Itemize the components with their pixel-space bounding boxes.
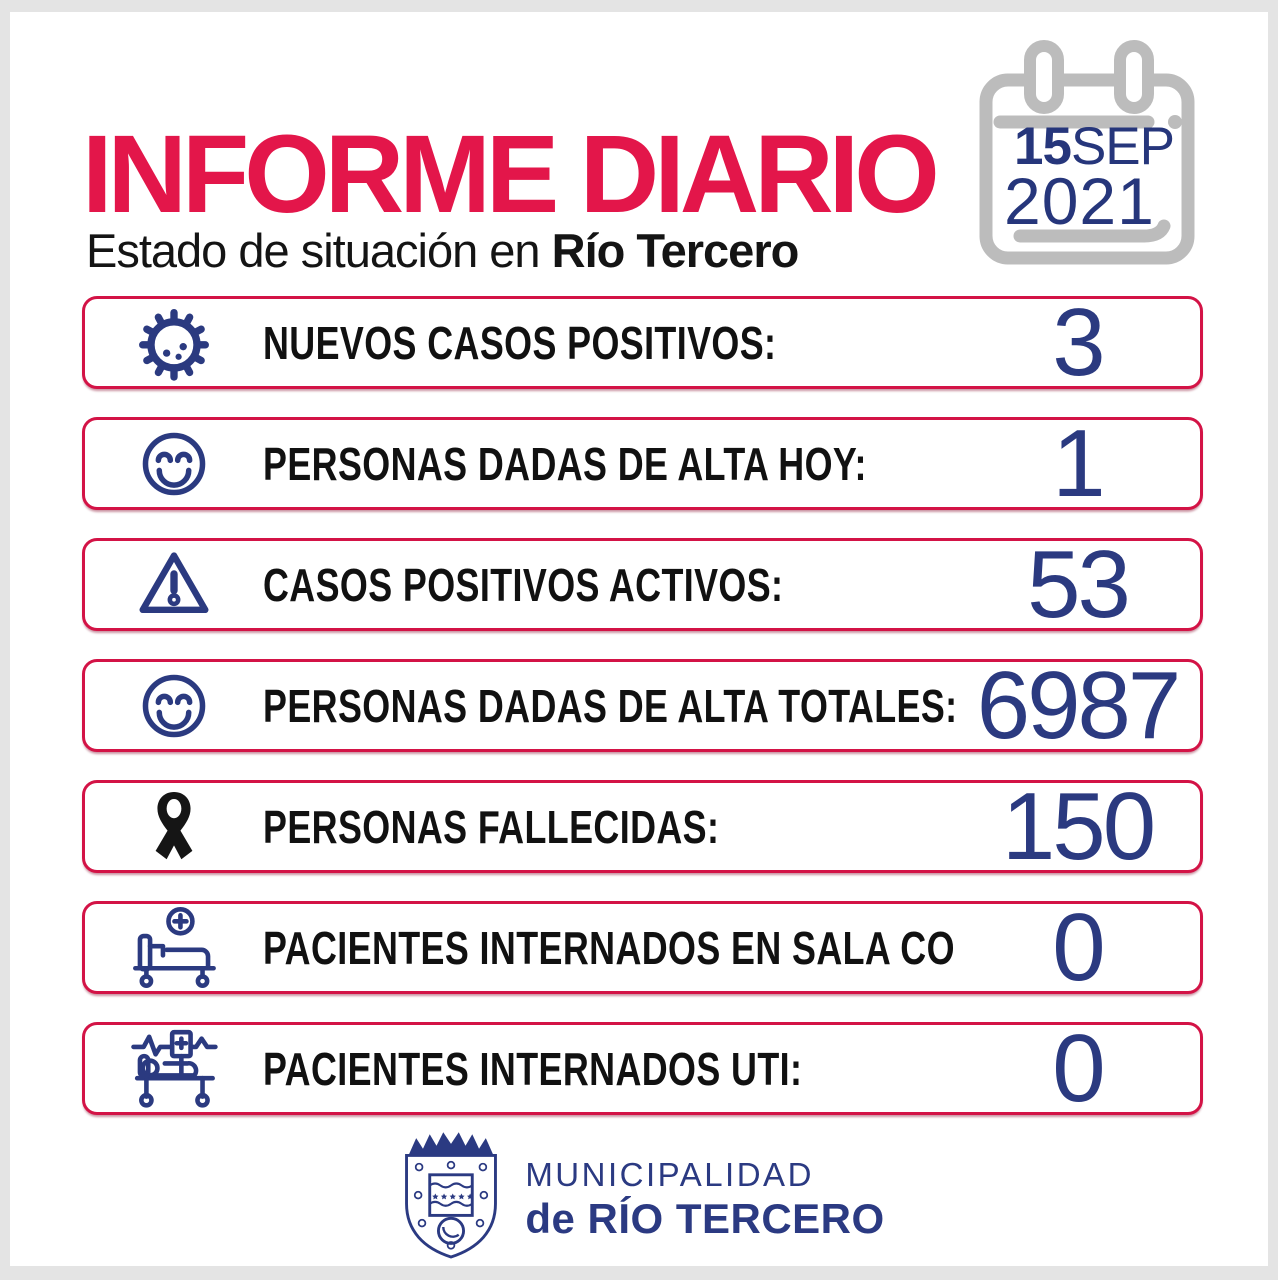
- stat-label: PERSONAS DADAS DE ALTA TOTALES:: [263, 679, 955, 732]
- stat-value: 0: [1052, 1015, 1105, 1122]
- stat-row-altas-totales: PERSONAS DADAS DE ALTA TOTALES: 6987: [82, 652, 1203, 759]
- subtitle-city: Río Tercero: [551, 224, 800, 277]
- warning-icon: [85, 539, 263, 631]
- footer: MUNICIPALIDAD de RÍO TERCERO: [10, 1130, 1268, 1266]
- stat-label: NUEVOS CASOS POSITIVOS:: [263, 316, 777, 369]
- org-line2: de RÍO TERCERO: [525, 1194, 885, 1242]
- stat-value: 53: [1027, 531, 1131, 638]
- stat-value: 3: [1052, 289, 1105, 396]
- subtitle-prefix: Estado de situación en: [86, 224, 552, 277]
- stats-list: NUEVOS CASOS POSITIVOS: 3 PERSONAS DADAS…: [82, 289, 1203, 1122]
- calendar-icon: [979, 40, 1195, 265]
- stat-row-internados-uti: PACIENTES INTERNADOS UTI: 0: [82, 1015, 1203, 1122]
- stat-label: PERSONAS FALLECIDAS:: [263, 800, 720, 853]
- stat-label: PACIENTES INTERNADOS EN SALA COMÚN:: [263, 921, 955, 974]
- stat-value: 6987: [976, 652, 1182, 759]
- municipality-name: MUNICIPALIDAD de RÍO TERCERO: [525, 1154, 884, 1241]
- page-title: INFORME DIARIO: [82, 113, 940, 236]
- hospital-bed-icon: [85, 902, 263, 994]
- mourning-ribbon-icon: [85, 781, 263, 873]
- page-subtitle: Estado de situación en Río Tercero: [86, 224, 800, 278]
- stat-value: 150: [1001, 773, 1156, 880]
- org-line1: MUNICIPALIDAD: [525, 1156, 814, 1194]
- stat-row-altas-hoy: PERSONAS DADAS DE ALTA HOY: 1: [82, 410, 1203, 517]
- icu-bed-icon: [85, 1023, 263, 1115]
- virus-icon: [85, 297, 263, 389]
- smiley-icon: [85, 418, 263, 510]
- date-month: SEP: [1070, 117, 1175, 176]
- stat-value: 0: [1052, 894, 1105, 1001]
- stat-label: CASOS POSITIVOS ACTIVOS:: [263, 558, 784, 611]
- stat-label: PACIENTES INTERNADOS UTI:: [263, 1042, 803, 1095]
- stat-row-casos-activos: CASOS POSITIVOS ACTIVOS: 53: [82, 531, 1203, 638]
- report-canvas: INFORME DIARIO Estado de situación en Rí…: [10, 12, 1268, 1266]
- stat-label: PERSONAS DADAS DE ALTA HOY:: [263, 437, 867, 490]
- stat-row-nuevos-casos: NUEVOS CASOS POSITIVOS: 3: [82, 289, 1203, 396]
- municipality-crest-icon: [405, 1132, 498, 1259]
- smiley-icon: [85, 660, 263, 752]
- calendar-date-badge: 15SEP 2021: [972, 38, 1202, 272]
- date-year: 2021: [1004, 164, 1155, 238]
- stat-value: 1: [1052, 410, 1105, 517]
- date-day: 15: [1014, 117, 1072, 176]
- stat-row-fallecidas: PERSONAS FALLECIDAS: 150: [82, 773, 1203, 880]
- stat-row-internados-sala-comun: PACIENTES INTERNADOS EN SALA COMÚN: 0: [82, 894, 1203, 1001]
